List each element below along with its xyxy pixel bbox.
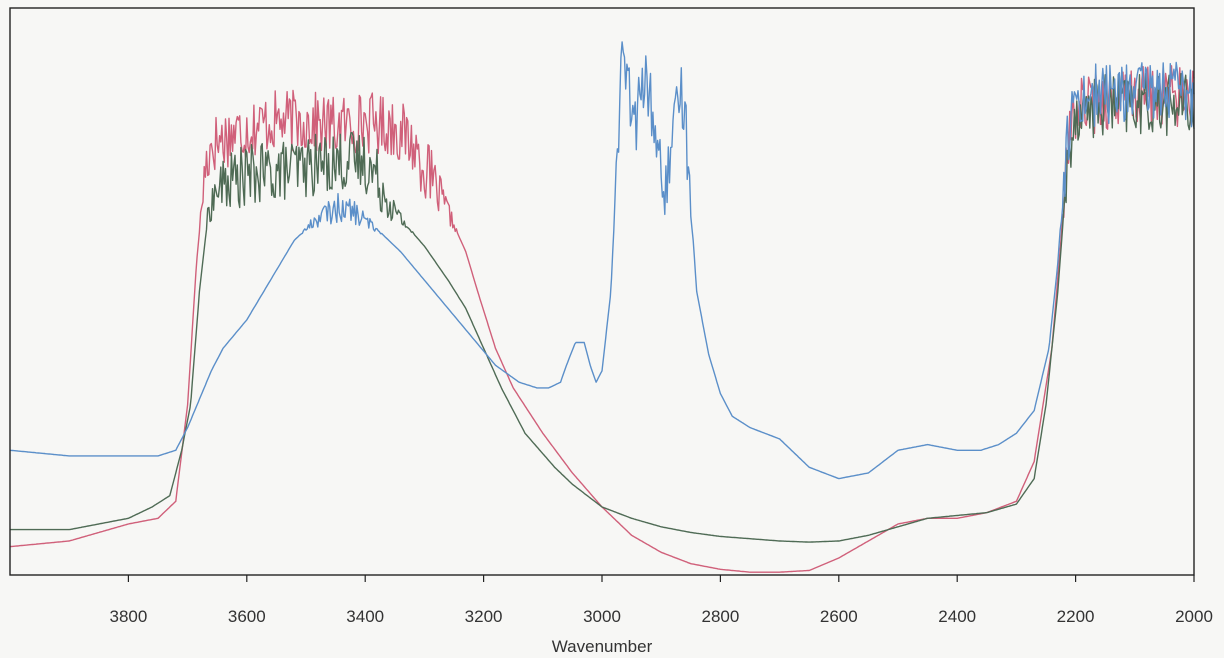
x-tick-label: 3600 bbox=[228, 607, 266, 626]
x-axis-title: Wavenumber bbox=[552, 637, 653, 656]
x-tick-label: 2200 bbox=[1057, 607, 1095, 626]
x-tick-label: 3400 bbox=[346, 607, 384, 626]
x-tick-label: 3200 bbox=[465, 607, 503, 626]
x-tick-label: 2000 bbox=[1175, 607, 1213, 626]
x-tick-label: 3800 bbox=[109, 607, 147, 626]
series-line-3 bbox=[9, 41, 1195, 480]
x-tick-label: 3000 bbox=[583, 607, 621, 626]
x-tick-label: 2800 bbox=[701, 607, 739, 626]
x-tick-label: 2400 bbox=[938, 607, 976, 626]
x-axis: 3800 3600 3400 3200 3000 2800 2600 2400 2200 2000 bbox=[109, 575, 1213, 626]
series-lines bbox=[9, 41, 1195, 573]
x-tick-label: 2600 bbox=[820, 607, 858, 626]
series-line-2 bbox=[10, 72, 1195, 543]
